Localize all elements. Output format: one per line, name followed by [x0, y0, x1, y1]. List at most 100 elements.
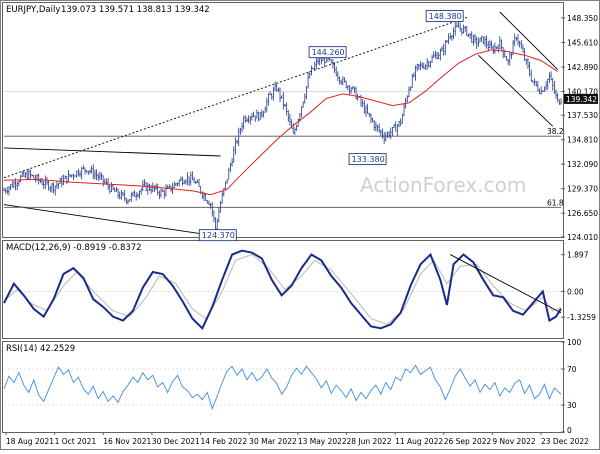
price-bar — [181, 176, 184, 186]
price-bar — [265, 97, 268, 113]
price-bar — [127, 199, 129, 205]
price-bar — [267, 93, 270, 106]
price-bar — [455, 22, 458, 28]
price-bar — [470, 31, 473, 43]
price-bar — [543, 86, 546, 92]
price-bar — [259, 112, 262, 121]
price-bar — [530, 69, 533, 82]
price-bar — [284, 103, 286, 108]
price-bar — [11, 181, 14, 188]
price-bar — [196, 179, 199, 184]
price-bar — [264, 106, 267, 113]
price-bar — [262, 111, 265, 118]
price-bar — [295, 124, 298, 131]
price-bar — [366, 103, 369, 115]
price-bar — [345, 80, 348, 89]
rsi-tick-label: 0 — [567, 426, 572, 435]
price-bar — [69, 173, 72, 178]
price-bar — [363, 100, 366, 114]
price-bar — [505, 55, 508, 61]
price-bar — [525, 58, 528, 65]
price-bar — [98, 171, 101, 181]
price-bar — [100, 172, 103, 181]
price-tick-label: 148.350 — [567, 14, 598, 23]
price-bar — [416, 63, 419, 72]
price-bar — [348, 85, 351, 96]
price-bar — [449, 32, 452, 40]
last-price-marker: 139.342 — [564, 93, 598, 104]
price-bar — [194, 180, 197, 185]
price-bar — [94, 169, 96, 180]
price-bar — [368, 112, 371, 117]
price-bar — [378, 123, 381, 133]
price-bar — [536, 80, 539, 92]
price-bar — [421, 62, 424, 68]
price-bar — [393, 124, 395, 128]
price-tick-label: 145.610 — [567, 39, 598, 48]
price-bar — [376, 124, 379, 132]
price-bar — [365, 105, 367, 117]
price-bar — [89, 169, 91, 174]
price-bar — [310, 65, 313, 76]
price-bar — [457, 21, 460, 28]
price-bar — [475, 36, 478, 49]
price-bar — [41, 177, 43, 185]
price-bar — [439, 48, 442, 61]
price-bar — [221, 190, 224, 204]
price-bar — [490, 40, 493, 49]
price-bar — [226, 179, 229, 185]
price-bar — [87, 170, 90, 175]
price-tick-label: 126.650 — [567, 209, 598, 218]
price-bar — [307, 72, 310, 89]
price-bar — [241, 122, 243, 133]
time-tick-label: 14 Feb 2022 — [201, 437, 248, 446]
price-bar — [446, 39, 448, 43]
price-bar — [350, 86, 352, 94]
price-bar — [54, 185, 57, 196]
price-bar — [279, 87, 281, 103]
callout-box — [308, 46, 347, 59]
price-bar — [17, 179, 20, 187]
price-bar — [312, 67, 314, 70]
price-bar — [556, 92, 559, 103]
time-tick-label: 30 Mar 2022 — [249, 437, 297, 446]
price-bar — [178, 179, 181, 187]
price-bar — [110, 182, 113, 193]
rsi-tick-label: 100 — [567, 338, 582, 347]
price-bar — [206, 199, 209, 204]
price-bar — [409, 86, 412, 91]
price-bar — [32, 175, 35, 179]
price-bar — [532, 80, 534, 84]
price-bar — [55, 180, 58, 189]
price-bar — [386, 131, 389, 139]
price-bar — [209, 202, 212, 209]
price-bar — [64, 175, 67, 180]
price-bar — [67, 170, 70, 183]
price-bar — [467, 33, 470, 37]
price-bar — [84, 167, 86, 175]
price-bar — [394, 121, 397, 132]
price-bar — [517, 33, 519, 46]
price-bar — [560, 98, 562, 105]
price-bar — [406, 95, 409, 103]
time-tick-label: 23 Dec 2022 — [541, 437, 589, 446]
price-bar — [338, 76, 341, 85]
price-bar — [282, 91, 285, 110]
price-bar — [244, 115, 247, 123]
price-bar — [198, 178, 200, 188]
price-bar — [254, 115, 257, 122]
price-bar — [82, 164, 85, 170]
price-bar — [138, 190, 141, 200]
price-title: EURJPY,Daily — [6, 5, 60, 15]
price-bar — [336, 71, 339, 81]
price-bar — [113, 187, 116, 192]
price-bar — [305, 86, 308, 100]
price-bar — [464, 25, 467, 33]
price-bar — [26, 169, 29, 181]
macd-panel-frame — [2, 240, 564, 339]
price-bar — [408, 86, 410, 98]
time-tick-label: 1 Oct 2021 — [55, 437, 97, 446]
price-bar — [133, 190, 136, 197]
price-bar — [452, 27, 455, 40]
